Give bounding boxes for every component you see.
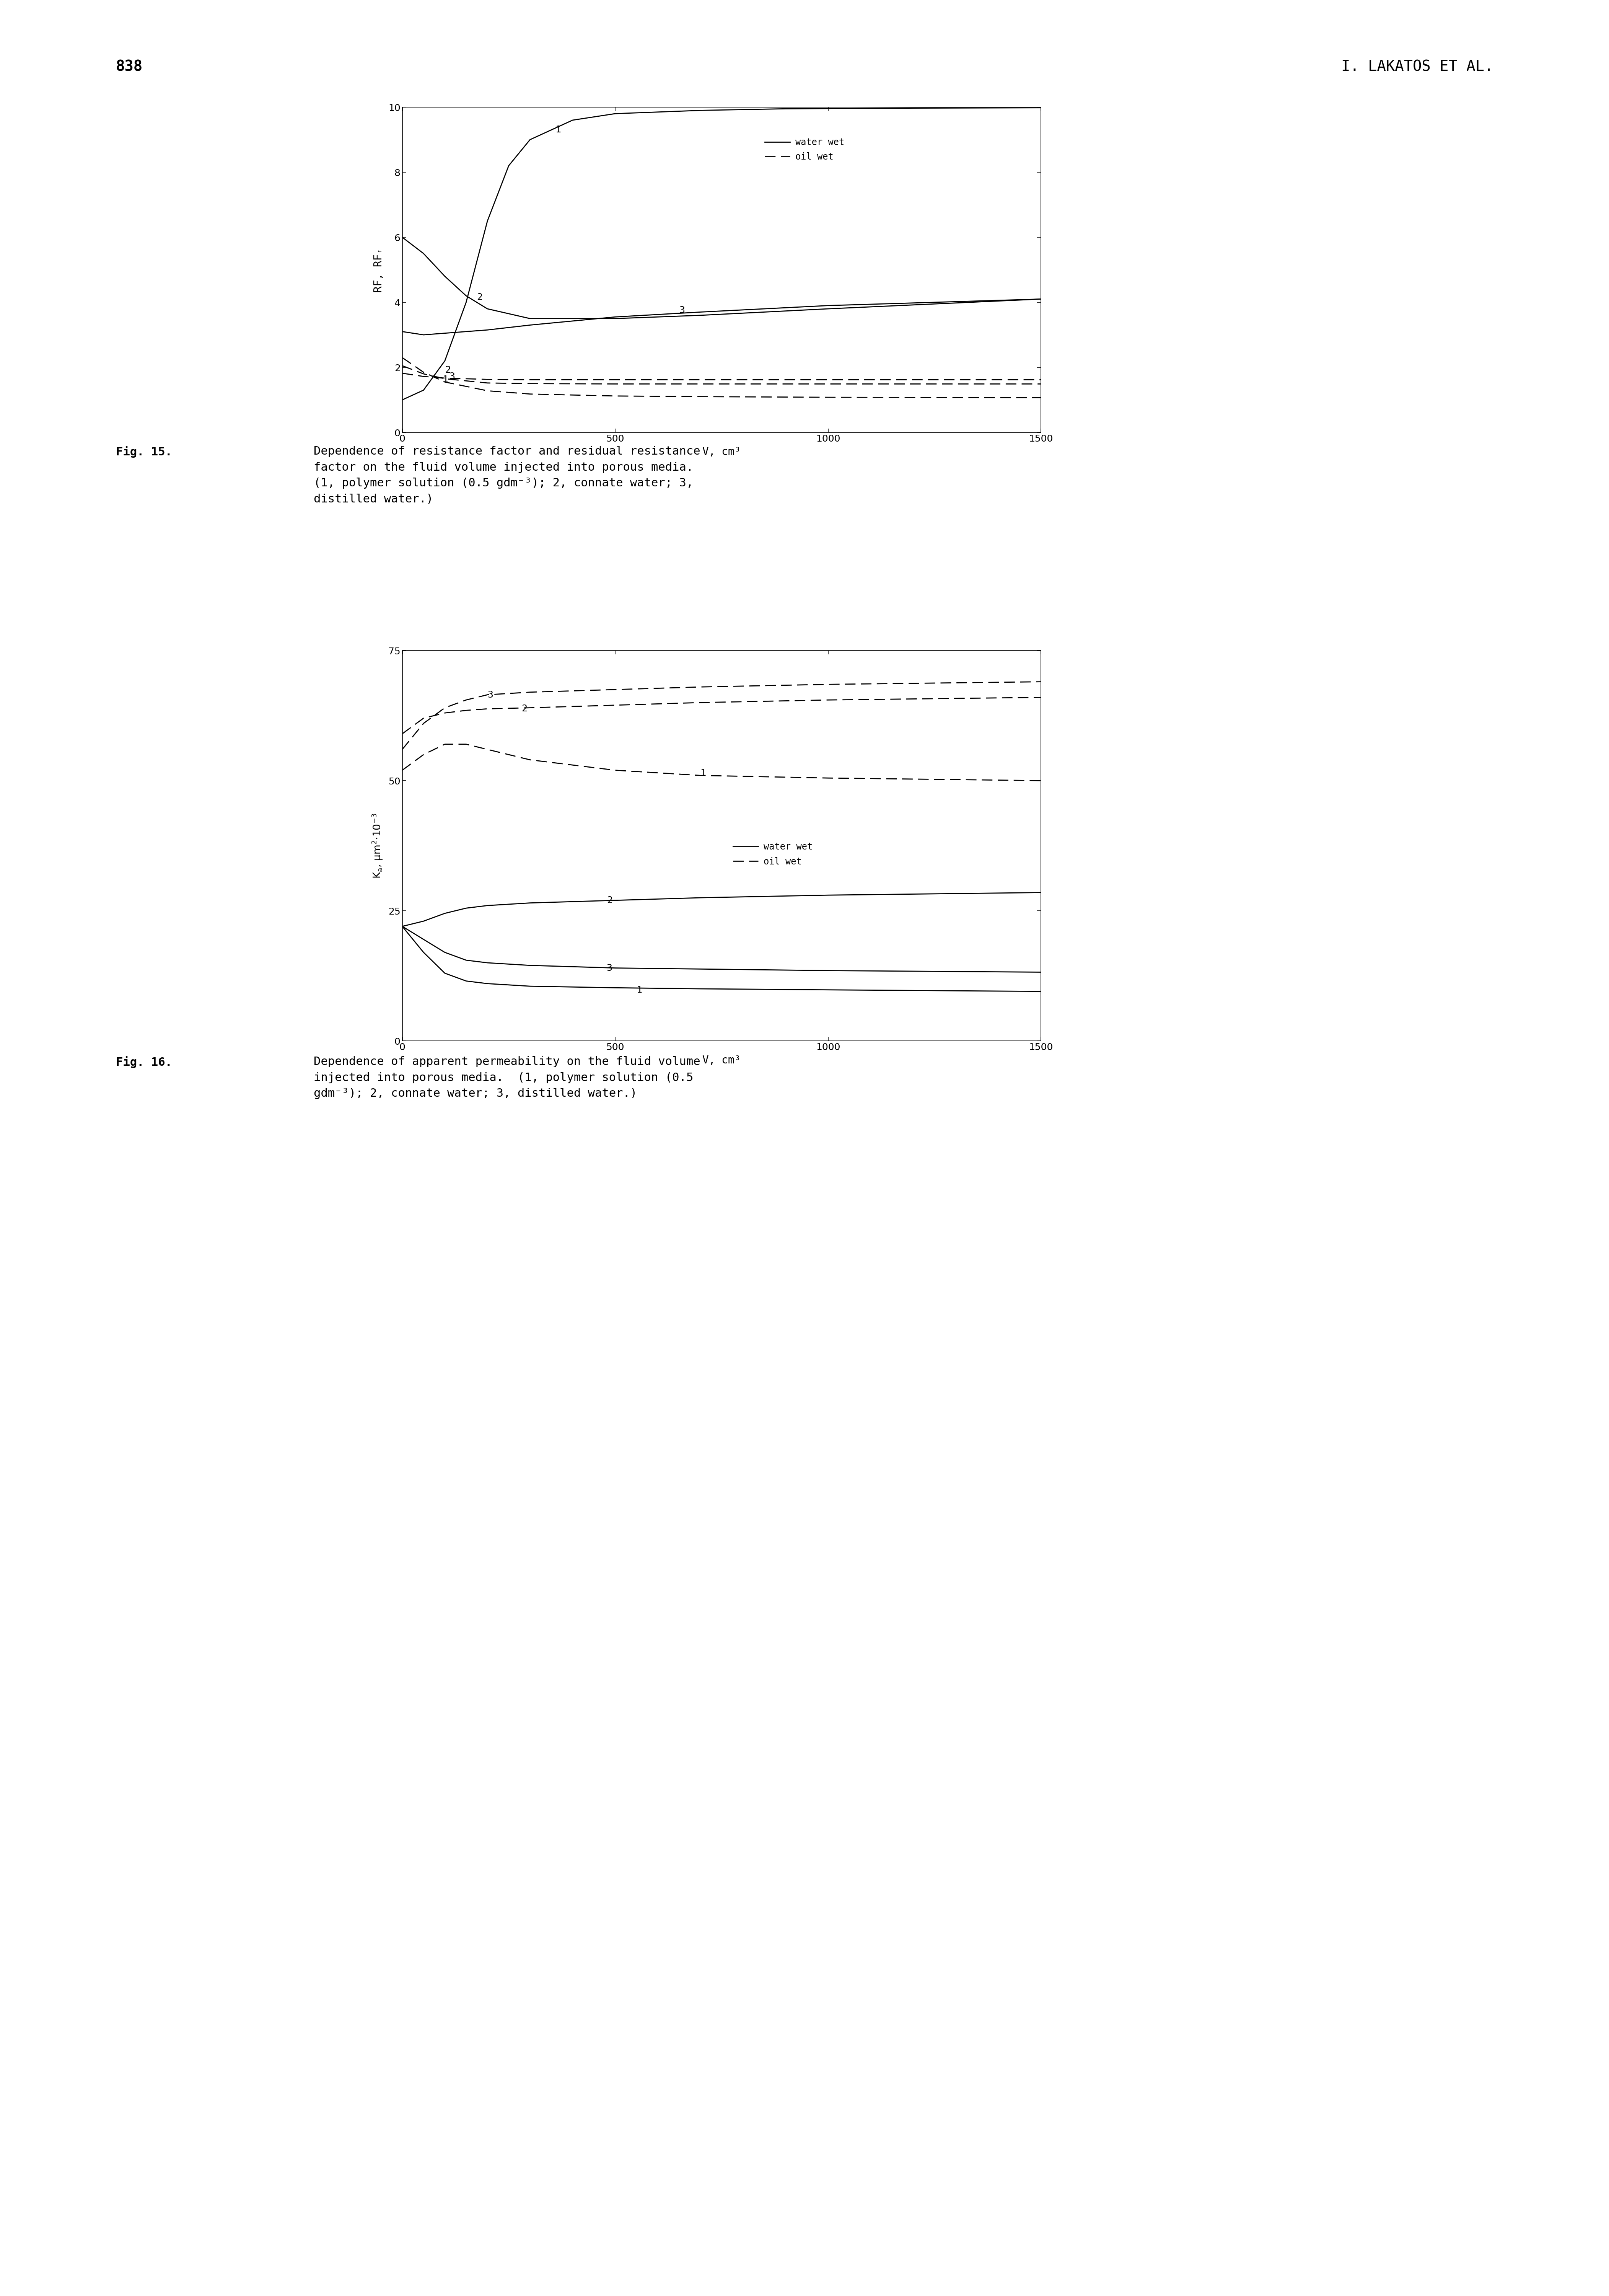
Legend: water wet, oil wet: water wet, oil wet xyxy=(732,843,813,866)
Text: 2: 2 xyxy=(607,895,613,905)
Text: 2: 2 xyxy=(444,365,451,374)
Text: 3: 3 xyxy=(449,372,455,381)
Text: Dependence of resistance factor and residual resistance
factor on the fluid volu: Dependence of resistance factor and resi… xyxy=(314,445,700,505)
Text: 3: 3 xyxy=(488,691,492,700)
Legend: water wet, oil wet: water wet, oil wet xyxy=(764,138,845,161)
Text: Fig. 16.: Fig. 16. xyxy=(116,1056,172,1068)
Text: 3: 3 xyxy=(679,305,685,315)
Text: 1: 1 xyxy=(637,985,642,994)
Text: 2: 2 xyxy=(521,705,528,714)
Y-axis label: RF, RFᵣ: RF, RFᵣ xyxy=(373,248,385,292)
Text: 1: 1 xyxy=(555,126,562,135)
Text: 3: 3 xyxy=(607,964,613,974)
X-axis label: V, cm³: V, cm³ xyxy=(703,448,740,457)
Text: I. LAKATOS ET AL.: I. LAKATOS ET AL. xyxy=(1342,60,1493,73)
Text: 1: 1 xyxy=(700,769,706,778)
Text: 838: 838 xyxy=(116,60,143,73)
Text: 2: 2 xyxy=(476,294,483,303)
Text: Fig. 15.: Fig. 15. xyxy=(116,445,172,457)
X-axis label: V, cm³: V, cm³ xyxy=(703,1056,740,1065)
Y-axis label: K$_{\rm a}$, $\rm\mu m^2$$\cdot$$\rm 10^{-3}$: K$_{\rm a}$, $\rm\mu m^2$$\cdot$$\rm 10^… xyxy=(370,813,385,879)
Text: 1: 1 xyxy=(442,374,449,383)
Text: Dependence of apparent permeability on the fluid volume
injected into porous med: Dependence of apparent permeability on t… xyxy=(314,1056,700,1100)
